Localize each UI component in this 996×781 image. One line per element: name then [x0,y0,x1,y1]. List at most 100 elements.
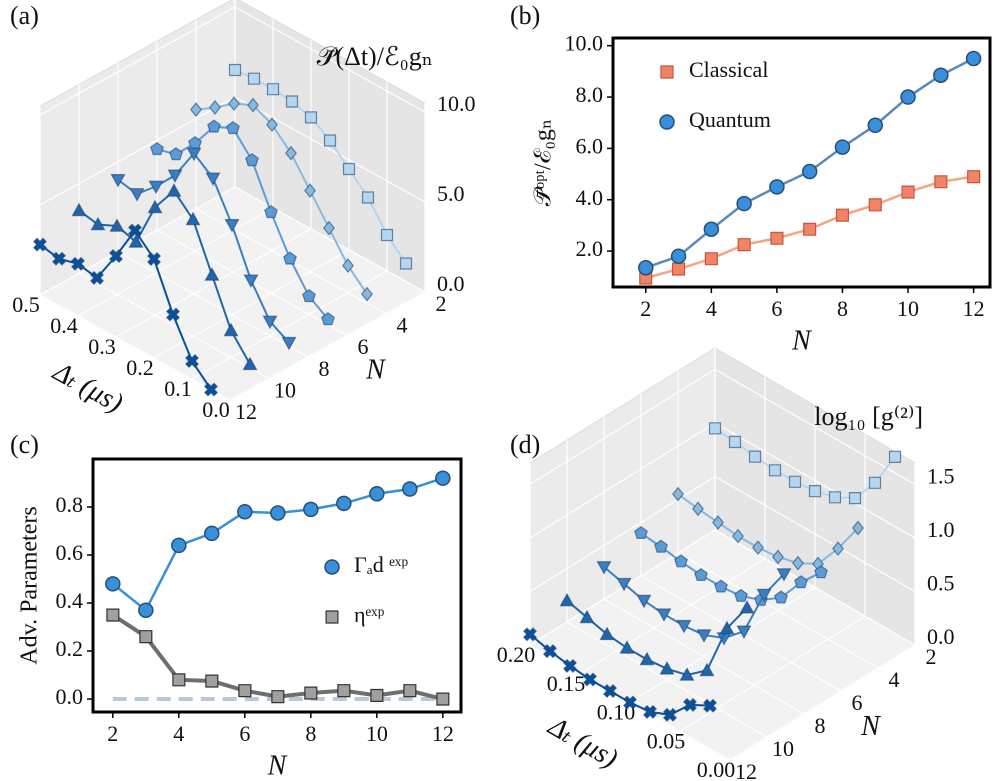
data-point [808,485,822,498]
grid-line [39,96,426,206]
data-point [770,231,784,245]
y-tick-label: 0.8 [56,492,84,517]
data-point [226,120,240,135]
data-point [148,180,164,195]
data-point [223,322,239,337]
data-point [323,134,337,147]
data-point [190,102,202,118]
data-point [285,95,299,108]
series-line [195,102,368,295]
legend-label: Γₐd ᵉˣᵖ [354,552,408,577]
data-point [207,119,221,133]
data-point [656,608,672,622]
data-point [562,658,578,673]
data-point [768,464,782,477]
data-point [642,704,658,719]
data-point [184,353,200,369]
data-point [774,590,788,604]
data-point [682,697,698,712]
data-point [714,579,728,593]
data-point [51,251,67,266]
data-point [835,208,849,222]
x-tick-label: 6 [771,296,782,321]
data-point [788,475,802,488]
data-point [934,175,948,189]
data-point [736,195,752,212]
data-point [636,594,652,609]
data-point [399,257,413,270]
y-tick-label: 6.0 [576,133,604,158]
data-point [803,222,817,236]
panel-label: (d) [510,430,540,459]
data-point [361,191,375,204]
x-tick-label: 4 [706,296,717,321]
data-point [361,286,373,302]
data-point [105,576,121,592]
y-tick-label: 2 [926,644,937,669]
y-tick-label: 6 [358,334,369,359]
x-tick-label: 0.00 [697,757,736,781]
data-point [285,145,297,161]
data-point [599,626,615,641]
y-tick-label: 0.0 [56,684,84,709]
data-point [271,690,285,704]
legend-label: Classical [689,57,768,82]
x-tick-label: 8 [305,721,316,746]
y-tick-label: 12 [235,399,257,424]
data-point [619,640,635,654]
data-point [832,541,844,557]
data-point [224,219,240,233]
data-point [967,170,981,184]
data-point [712,515,724,530]
data-point [965,50,982,67]
data-point [801,163,818,180]
data-point [247,97,259,113]
data-point [270,505,286,521]
y-tick-label: 12 [735,759,757,781]
data-point [243,274,259,289]
data-point [435,470,451,486]
data-point [696,629,712,643]
data-point [734,588,748,602]
data-point [167,169,183,184]
data-point [146,251,162,267]
data-point [321,312,335,326]
legend-label: Quantum [689,107,771,132]
data-point [579,609,595,624]
data-point [888,450,902,463]
series-line [111,613,444,701]
data-point [90,216,106,231]
data-point [901,185,915,199]
data-point [380,228,394,242]
data-point [205,674,219,688]
data-point [304,686,318,700]
grid-line [529,475,916,592]
series-line [640,532,822,602]
data-point [672,486,684,502]
y-tick-label: 8 [319,356,330,381]
data-point [739,599,755,614]
data-point [304,183,316,199]
data-point [848,492,862,505]
data-point [70,256,86,271]
x-tick-label: 8 [837,296,848,321]
y-tick-label: 10 [772,736,794,761]
series-line [78,189,251,365]
z-tick-label: 1.5 [927,463,955,488]
plot-frame [91,457,463,714]
data-point [602,683,618,699]
data-point [89,270,105,285]
data-point [732,528,744,544]
data-point [302,288,316,303]
y-axis-label: N [365,354,386,385]
panel-label: (b) [510,1,540,30]
data-point [834,139,851,155]
x-tick-label: 2 [640,296,651,321]
z-tick-label: 10.0 [437,91,476,116]
data-point [127,223,143,238]
x-tick-label: 0.05 [647,728,686,753]
data-point [748,450,762,463]
data-point [616,577,632,592]
data-point [776,568,792,582]
